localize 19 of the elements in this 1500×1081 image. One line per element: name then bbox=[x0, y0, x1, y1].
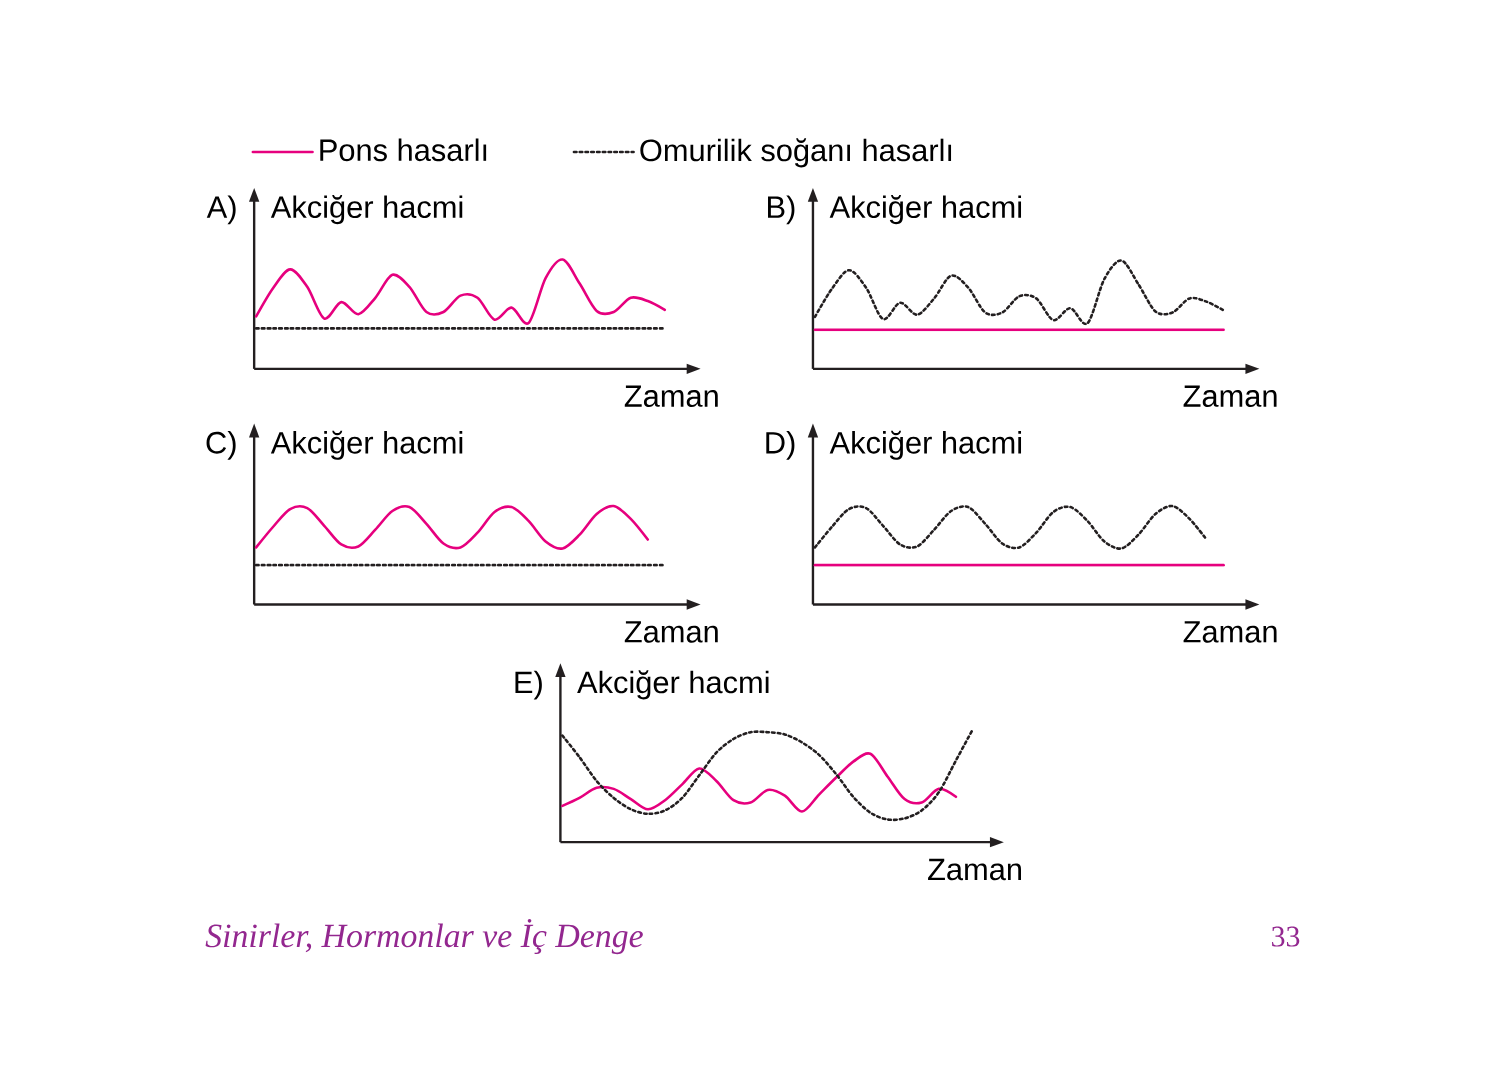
x-axis-title: Zaman bbox=[1183, 621, 1277, 643]
chart-title: B) bbox=[768, 195, 795, 225]
legend-label: Pons hasarlı bbox=[320, 138, 487, 162]
chart-title: C) bbox=[206, 431, 236, 460]
legend-label: Omurilik soğanı hasarlı bbox=[640, 138, 952, 168]
chart-title: E) bbox=[515, 670, 542, 700]
y-axis-title: Akciğer hacmi bbox=[829, 195, 1022, 225]
y-axis-title: Akciğer hacmi bbox=[270, 195, 463, 225]
text: 33 bbox=[1272, 926, 1300, 947]
x-axis-title: Zaman bbox=[624, 621, 718, 643]
y-axis-title: Akciğer hacmi bbox=[829, 430, 1022, 460]
x-axis-title: Zaman bbox=[1183, 385, 1277, 408]
x-axis-title: Zaman bbox=[928, 858, 1021, 881]
chart-title: D) bbox=[766, 431, 795, 460]
y-axis-title: Akciğer hacmi bbox=[270, 430, 463, 460]
chart-title: A) bbox=[206, 195, 236, 225]
text: Sinirler, Hormonlar ve İç Denge bbox=[205, 919, 643, 955]
y-axis-title: Akciğer hacmi bbox=[577, 670, 769, 700]
x-axis-title: Zaman bbox=[624, 385, 718, 408]
